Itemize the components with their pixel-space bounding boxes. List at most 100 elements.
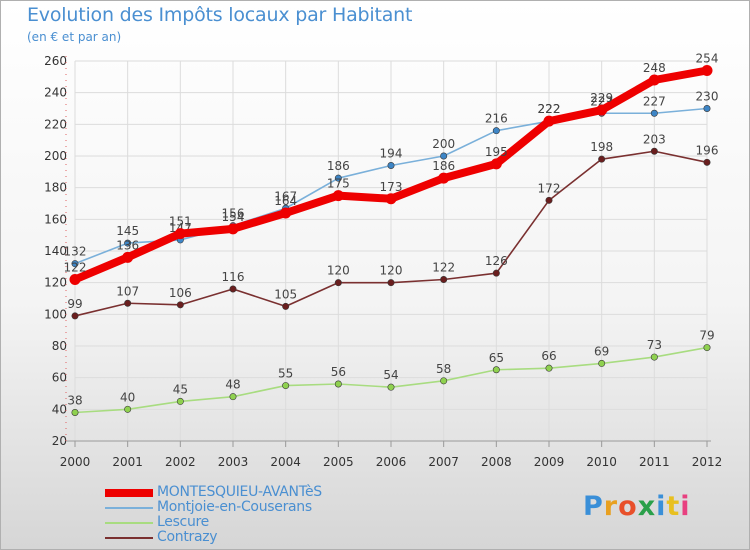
data-point <box>596 104 608 116</box>
data-label: 40 <box>120 390 135 404</box>
x-tick-label: 2011 <box>639 455 670 469</box>
data-label: 227 <box>643 94 666 108</box>
data-label: 145 <box>116 224 139 238</box>
data-label: 216 <box>485 112 508 126</box>
data-point <box>332 190 344 202</box>
brand-letter: r <box>603 491 619 522</box>
brand-letter: o <box>618 491 638 522</box>
chart-title: Evolution des Impôts locaux par Habitant <box>27 4 413 26</box>
data-label: 198 <box>590 140 613 154</box>
data-label: 132 <box>64 245 87 259</box>
brand-letter: i <box>656 491 667 522</box>
data-label: 66 <box>541 349 556 363</box>
data-label: 122 <box>432 261 455 275</box>
data-point <box>545 364 553 372</box>
data-label: 200 <box>432 137 455 151</box>
data-point <box>703 105 711 113</box>
brand-letter: t <box>666 491 681 522</box>
y-tick-label: 80 <box>52 339 67 353</box>
data-point <box>282 302 290 310</box>
x-tick-label: 2004 <box>270 455 301 469</box>
data-point <box>280 207 292 219</box>
brand-letter: i <box>680 491 691 522</box>
data-point <box>387 162 395 170</box>
legend-label: Contrazy <box>157 529 218 545</box>
x-tick-label: 2006 <box>376 455 407 469</box>
data-label: 136 <box>116 238 139 252</box>
data-point <box>490 158 502 170</box>
y-tick-label: 180 <box>44 181 67 195</box>
x-tick-label: 2001 <box>112 455 143 469</box>
data-label: 175 <box>327 177 350 191</box>
data-point <box>650 147 658 155</box>
data-point <box>703 344 711 352</box>
x-tick-label: 2005 <box>323 455 354 469</box>
data-label: 58 <box>436 362 451 376</box>
data-label: 164 <box>274 194 297 208</box>
data-point <box>492 269 500 277</box>
data-point <box>334 380 342 388</box>
data-label: 154 <box>222 210 245 224</box>
data-label: 122 <box>64 261 87 275</box>
x-tick-label: 2009 <box>534 455 565 469</box>
y-tick-label: 200 <box>44 149 67 163</box>
data-point <box>440 275 448 283</box>
data-point <box>69 274 81 285</box>
data-label: 222 <box>538 102 561 116</box>
data-point <box>492 366 500 374</box>
data-label: 69 <box>594 344 609 358</box>
data-label: 156 <box>222 207 245 221</box>
data-label: 248 <box>643 61 666 75</box>
data-label: 186 <box>327 159 350 173</box>
data-point <box>334 279 342 287</box>
data-label: 167 <box>274 189 297 203</box>
brand-letter: x <box>637 491 657 522</box>
x-tick-label: 2008 <box>481 455 512 469</box>
legend-swatch <box>105 507 153 509</box>
data-point <box>703 158 711 166</box>
data-label: 222 <box>538 102 561 116</box>
x-tick-label: 2002 <box>165 455 196 469</box>
data-point <box>282 382 290 390</box>
data-point <box>598 155 606 163</box>
data-label: 56 <box>331 365 346 379</box>
data-label: 254 <box>696 52 719 66</box>
legend: MONTESQUIEU-AVANTèS Montjoie-en-Couserans… <box>105 484 405 545</box>
data-point <box>440 377 448 385</box>
data-label: 48 <box>225 378 240 392</box>
data-label: 55 <box>278 367 293 381</box>
data-point <box>176 397 184 405</box>
data-point <box>229 285 237 293</box>
data-label: 172 <box>538 181 561 195</box>
data-label: 105 <box>274 287 297 301</box>
data-point <box>122 251 134 263</box>
data-point <box>440 152 448 160</box>
x-tick-label: 2007 <box>428 455 459 469</box>
legend-item: MONTESQUIEU-AVANTèS <box>105 484 405 500</box>
data-label: 38 <box>67 394 82 408</box>
data-point <box>492 127 500 135</box>
data-label: 120 <box>380 264 403 278</box>
x-tick-label: 2003 <box>218 455 249 469</box>
data-label: 106 <box>169 286 192 300</box>
data-point <box>227 223 239 235</box>
data-point <box>650 353 658 361</box>
data-label: 73 <box>647 338 662 352</box>
data-point <box>650 109 658 117</box>
data-point <box>438 172 450 184</box>
data-label: 173 <box>380 180 403 194</box>
data-point <box>543 115 555 127</box>
x-tick-label: 2000 <box>60 455 91 469</box>
data-point <box>124 405 132 413</box>
y-tick-label: 140 <box>44 244 67 258</box>
data-label: 120 <box>327 264 350 278</box>
data-label: 186 <box>432 159 455 173</box>
data-point <box>71 260 79 268</box>
y-tick-label: 60 <box>52 371 67 385</box>
legend-item: Contrazy <box>105 529 405 545</box>
data-label: 230 <box>696 90 719 104</box>
y-tick-label: 120 <box>44 276 67 290</box>
data-point <box>387 383 395 391</box>
